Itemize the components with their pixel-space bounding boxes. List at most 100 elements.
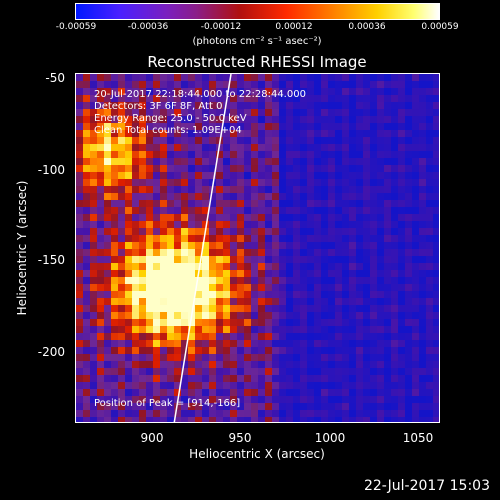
heatmap-pixel: [118, 214, 125, 221]
heatmap-pixel: [153, 319, 160, 326]
heatmap-pixel: [363, 340, 370, 347]
heatmap-pixel: [342, 340, 349, 347]
heatmap-pixel: [188, 347, 195, 354]
heatmap-pixel: [342, 319, 349, 326]
heatmap-pixel: [335, 354, 342, 361]
heatmap-pixel: [202, 340, 209, 347]
heatmap-pixel: [167, 130, 174, 137]
heatmap-pixel: [272, 242, 279, 249]
heatmap-pixel: [195, 235, 202, 242]
heatmap-pixel: [335, 200, 342, 207]
heatmap-pixel: [97, 95, 104, 102]
heatmap-pixel: [167, 102, 174, 109]
heatmap-pixel: [363, 396, 370, 403]
heatmap-pixel: [356, 151, 363, 158]
heatmap-pixel: [363, 382, 370, 389]
heatmap-pixel: [398, 137, 405, 144]
heatmap-pixel: [202, 144, 209, 151]
heatmap-pixel: [363, 263, 370, 270]
heatmap-pixel: [258, 326, 265, 333]
heatmap-pixel: [412, 361, 419, 368]
heatmap-pixel: [118, 165, 125, 172]
heatmap-pixel: [251, 102, 258, 109]
heatmap-pixel: [118, 186, 125, 193]
heatmap-pixel: [90, 389, 97, 396]
heatmap-pixel: [83, 221, 90, 228]
heatmap-pixel: [370, 165, 377, 172]
heatmap-pixel: [279, 389, 286, 396]
heatmap-pixel: [202, 312, 209, 319]
heatmap-pixel: [111, 354, 118, 361]
heatmap-pixel: [412, 249, 419, 256]
heatmap-pixel: [258, 291, 265, 298]
heatmap-pixel: [405, 172, 412, 179]
heatmap-pixel: [230, 214, 237, 221]
heatmap-pixel: [132, 340, 139, 347]
heatmap-pixel: [230, 298, 237, 305]
heatmap-pixel: [384, 396, 391, 403]
heatmap-pixel: [384, 102, 391, 109]
heatmap-pixel: [307, 256, 314, 263]
heatmap-pixel: [132, 200, 139, 207]
heatmap-pixel: [272, 368, 279, 375]
heatmap-pixel: [391, 193, 398, 200]
heatmap-pixel: [412, 347, 419, 354]
heatmap-pixel: [258, 305, 265, 312]
heatmap-pixel: [160, 158, 167, 165]
heatmap-pixel: [202, 235, 209, 242]
heatmap-pixel: [216, 361, 223, 368]
heatmap-pixel: [160, 368, 167, 375]
heatmap-pixel: [314, 130, 321, 137]
heatmap-pixel: [125, 186, 132, 193]
heatmap-pixel: [90, 165, 97, 172]
heatmap-pixel: [398, 256, 405, 263]
heatmap-pixel: [349, 102, 356, 109]
heatmap-pixel: [286, 284, 293, 291]
heatmap-pixel: [412, 319, 419, 326]
heatmap-pixel: [405, 410, 412, 417]
heatmap-pixel: [328, 207, 335, 214]
heatmap-pixel: [321, 291, 328, 298]
heatmap-pixel: [104, 403, 111, 410]
heatmap-pixel: [132, 144, 139, 151]
heatmap-pixel: [300, 95, 307, 102]
heatmap-pixel: [286, 291, 293, 298]
heatmap-pixel: [412, 235, 419, 242]
heatmap-pixel: [167, 81, 174, 88]
heatmap-pixel: [335, 382, 342, 389]
colorbar-tick: 0.00012: [275, 22, 313, 32]
heatmap-pixel: [230, 193, 237, 200]
heatmap-pixel: [398, 172, 405, 179]
heatmap-pixel: [370, 382, 377, 389]
heatmap-pixel: [356, 326, 363, 333]
heatmap-pixel: [384, 340, 391, 347]
heatmap-pixel: [97, 347, 104, 354]
heatmap-pixel: [118, 263, 125, 270]
heatmap-pixel: [307, 200, 314, 207]
heatmap-pixel: [188, 417, 195, 422]
heatmap-pixel: [398, 368, 405, 375]
heatmap-pixel: [167, 326, 174, 333]
heatmap-pixel: [356, 242, 363, 249]
heatmap-pixel: [335, 102, 342, 109]
heatmap-pixel: [426, 249, 433, 256]
heatmap-pixel: [209, 228, 216, 235]
heatmap-pixel: [76, 403, 83, 410]
heatmap-pixel: [251, 165, 258, 172]
heatmap-pixel: [391, 305, 398, 312]
heatmap-pixel: [111, 179, 118, 186]
heatmap-pixel: [342, 326, 349, 333]
heatmap-pixel: [153, 221, 160, 228]
heatmap-pixel: [293, 88, 300, 95]
heatmap-pixel: [90, 333, 97, 340]
heatmap-pixel: [314, 361, 321, 368]
heatmap-pixel: [244, 417, 251, 422]
heatmap-pixel: [97, 151, 104, 158]
heatmap-pixel: [349, 214, 356, 221]
heatmap-pixel: [146, 270, 153, 277]
heatmap-pixel: [251, 305, 258, 312]
heatmap-pixel: [398, 235, 405, 242]
heatmap-pixel: [412, 410, 419, 417]
heatmap-pixel: [356, 375, 363, 382]
heatmap-pixel: [202, 410, 209, 417]
